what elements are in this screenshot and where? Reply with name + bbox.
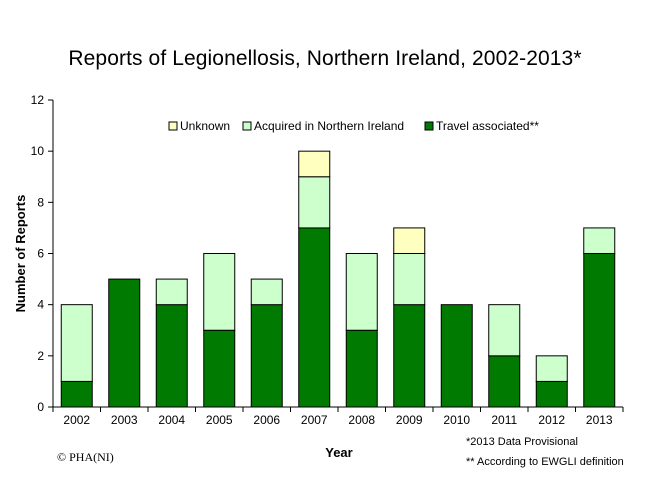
bar-segment	[345, 253, 378, 331]
y-tick-label: 12	[31, 93, 45, 107]
bar-segment	[393, 253, 426, 306]
legend: Unknown Acquired in Northern Ireland Trave…	[168, 119, 539, 133]
bar-segment	[155, 278, 188, 306]
bar-segment	[298, 176, 331, 229]
bar-segment	[250, 304, 283, 408]
y-tick-label: 10	[31, 144, 45, 158]
x-tick-label: 2004	[158, 413, 185, 427]
copyright-text: © PHA(NI)	[57, 450, 114, 464]
x-tick-label: 2009	[396, 413, 423, 427]
bar-segment	[488, 355, 521, 408]
bar-segment	[298, 227, 331, 408]
y-tick-label: 6	[37, 247, 44, 261]
legend-swatch	[424, 121, 434, 131]
bar-segment	[155, 304, 188, 408]
bar-segment	[250, 278, 283, 306]
x-tick-label: 2005	[206, 413, 233, 427]
bar-segment	[535, 355, 568, 382]
x-tick-label: 2003	[111, 413, 138, 427]
x-tick-label: 2011	[491, 413, 517, 427]
bar-segment	[108, 278, 141, 408]
bars	[60, 150, 616, 408]
bar-segment	[535, 380, 568, 408]
x-tick-label: 2002	[63, 413, 90, 427]
legend-label: Acquired in Northern Ireland	[254, 119, 404, 133]
x-tick-label: 2006	[253, 413, 280, 427]
bar-segment	[298, 150, 331, 178]
bar-segment	[345, 329, 378, 408]
y-tick-label: 4	[37, 298, 44, 312]
y-tick-label: 8	[37, 195, 44, 209]
x-axis-title: Year	[325, 445, 352, 460]
legend-label: Travel associated**	[436, 119, 539, 133]
bar-segment	[583, 253, 616, 408]
bar-segment	[583, 227, 616, 255]
y-axis-title: Number of Reports	[13, 195, 28, 313]
axes: 0 2 4 6 8 10 12 2002 2003 2004 2005 2006 2007 2008 200…	[13, 93, 624, 460]
chart-title: Reports of Legionellosis, Northern Irela…	[68, 47, 582, 70]
provisional-note: *2013 Data Provisional	[466, 436, 578, 448]
legend-swatch	[168, 121, 178, 131]
bar-segment	[488, 304, 521, 357]
bar-segment	[203, 329, 236, 408]
x-tick-label: 2007	[301, 413, 328, 427]
legend-swatch	[242, 121, 252, 131]
bar-segment	[60, 380, 93, 408]
x-tick-label: 2012	[538, 413, 565, 427]
bar-segment	[203, 253, 236, 331]
x-tick-label: 2008	[348, 413, 375, 427]
bar-segment	[60, 304, 93, 382]
x-tick-label: 2010	[443, 413, 470, 427]
bar-segment	[440, 304, 473, 408]
y-tick-label: 2	[37, 349, 44, 363]
bar-segment	[393, 227, 426, 255]
bar-segment	[393, 304, 426, 408]
legend-label: Unknown	[180, 119, 230, 133]
y-tick-label: 0	[37, 400, 44, 414]
definition-note: ** According to EWGLI definition	[466, 456, 624, 468]
x-tick-label: 2013	[586, 413, 613, 427]
